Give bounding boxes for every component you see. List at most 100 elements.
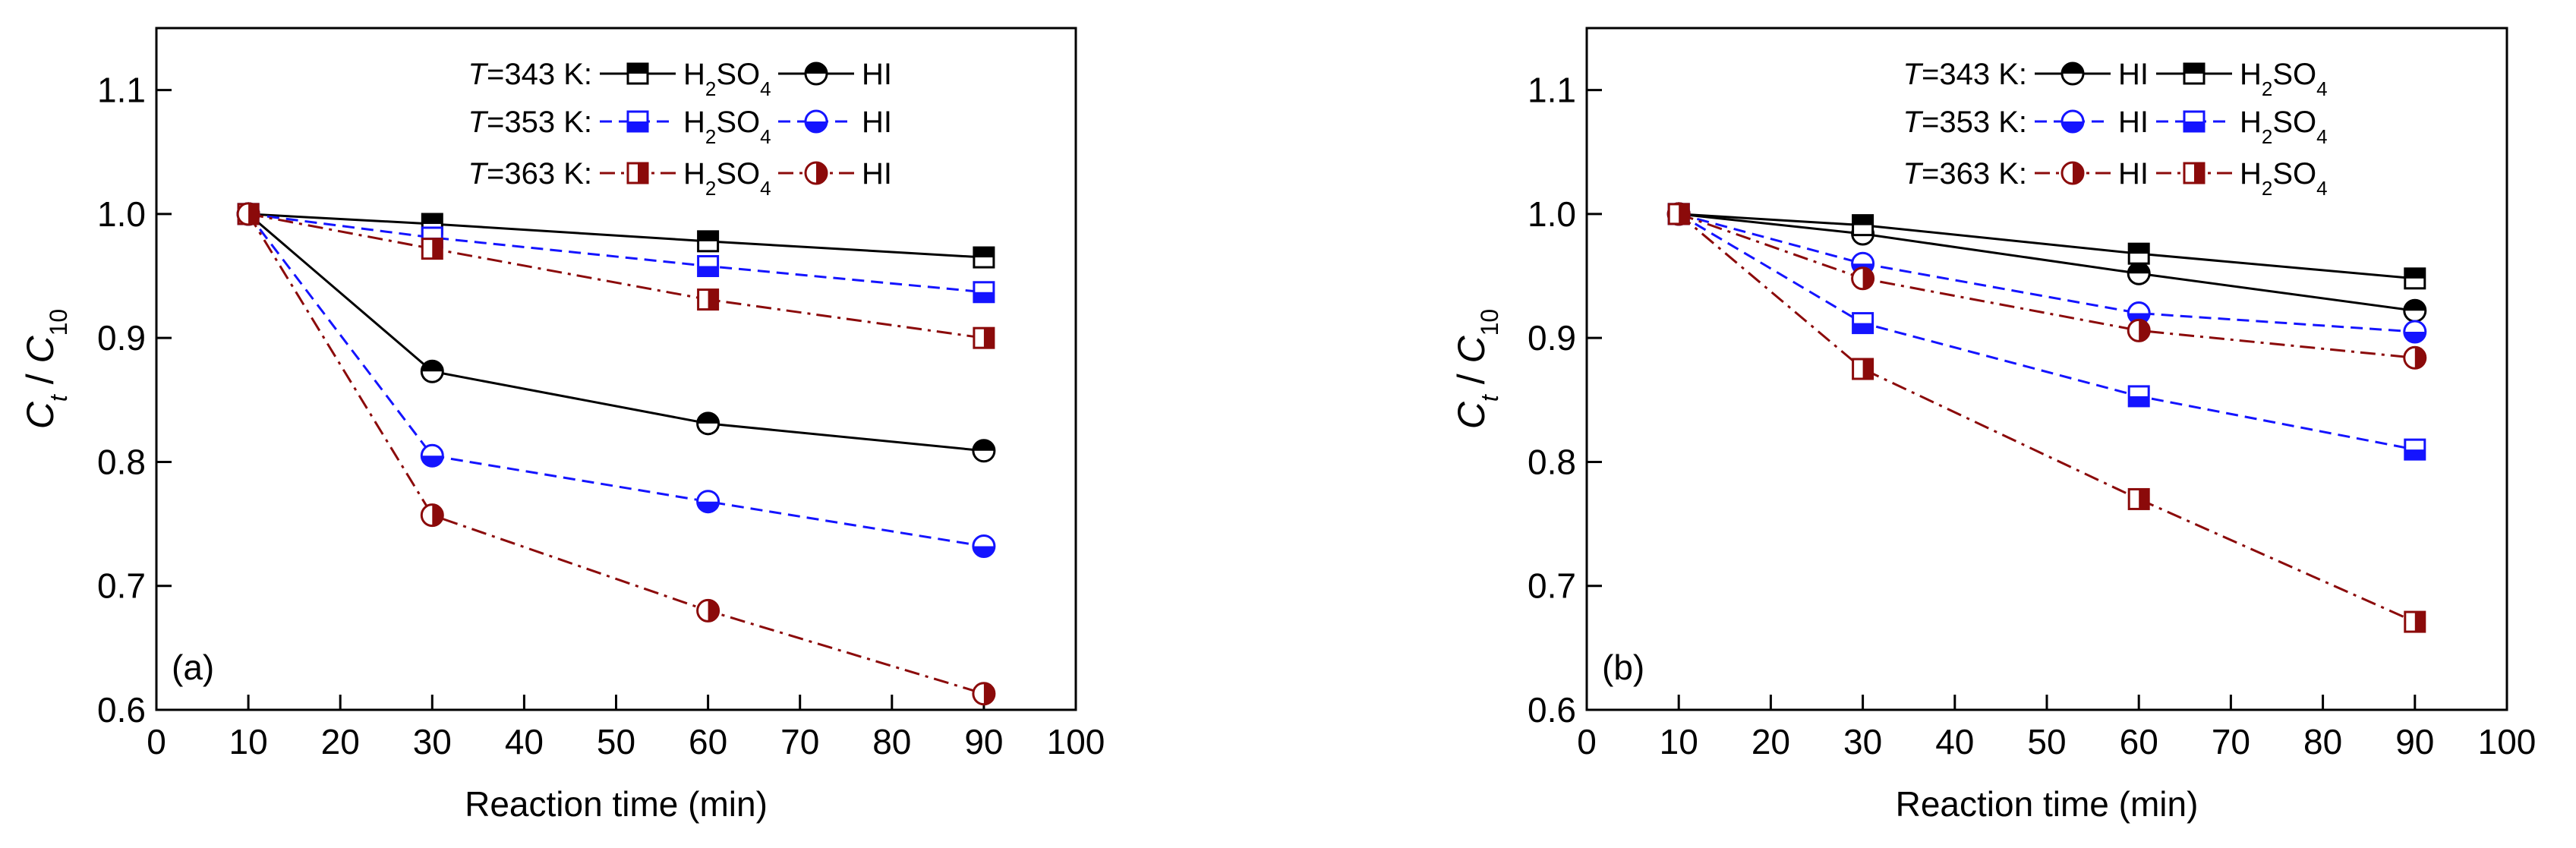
legend-temp: =343 K: bbox=[487, 58, 592, 91]
formula-part: 4 bbox=[760, 125, 771, 148]
series-h2so4-343 bbox=[237, 203, 995, 269]
legend-temp: =343 K: bbox=[1922, 58, 2027, 91]
marker-fill bbox=[2129, 396, 2149, 406]
x-tick-label: 20 bbox=[1751, 722, 1790, 761]
legend-temp-label: T=353 K: bbox=[468, 106, 592, 139]
formula-part: H bbox=[683, 106, 705, 139]
marker-fill bbox=[421, 456, 443, 467]
formula-part: 2 bbox=[705, 77, 716, 100]
marker-fill bbox=[432, 504, 443, 526]
marker-fill bbox=[973, 292, 994, 302]
plot-frame bbox=[155, 27, 1077, 711]
marker-fill bbox=[1862, 359, 1873, 379]
legend-temp-label: T=353 K: bbox=[1903, 106, 2027, 139]
y-label-part: / bbox=[19, 364, 61, 396]
legend-series-label: H2SO4 bbox=[683, 106, 771, 148]
series-hi-343 bbox=[236, 202, 996, 463]
marker-fill bbox=[2404, 449, 2425, 460]
series-line bbox=[1678, 213, 2416, 451]
x-axis-label: Reaction time (min) bbox=[1896, 784, 2199, 824]
legend-temp: =363 K: bbox=[487, 157, 592, 191]
marker-fill bbox=[697, 412, 719, 424]
x-tick-label: 100 bbox=[1047, 722, 1105, 761]
x-tick-label: 20 bbox=[321, 722, 360, 761]
legend-series-label: HI bbox=[862, 157, 892, 191]
series-line bbox=[1678, 213, 2416, 623]
legend-T: T bbox=[468, 106, 489, 139]
marker-fill bbox=[983, 682, 995, 705]
series-h2so4-353 bbox=[1667, 203, 2426, 461]
x-tick-label: 90 bbox=[2395, 722, 2434, 761]
y-axis-label: Ct / C10 bbox=[1450, 309, 1503, 429]
formula-part: 2 bbox=[2262, 177, 2272, 200]
formula-part: 2 bbox=[705, 125, 716, 148]
series-line bbox=[1679, 213, 2415, 280]
panel-label: (b) bbox=[1602, 648, 1644, 687]
legend-series-label: H2SO4 bbox=[683, 157, 771, 200]
formula-part: HI bbox=[2118, 106, 2149, 139]
marker-fill bbox=[2184, 121, 2204, 131]
legend-temp-label: T=363 K: bbox=[1903, 157, 2027, 191]
marker-fill bbox=[1852, 323, 1873, 333]
legend-temp: =353 K: bbox=[487, 106, 592, 139]
legend-series-label: H2SO4 bbox=[2240, 106, 2328, 148]
x-tick-label: 50 bbox=[597, 722, 635, 761]
x-tick-label: 70 bbox=[780, 722, 819, 761]
marker-fill bbox=[698, 266, 718, 276]
formula-part: HI bbox=[862, 58, 892, 91]
y-tick-label: 0.9 bbox=[1528, 318, 1576, 358]
y-label-part: / bbox=[1450, 364, 1493, 396]
marker-fill bbox=[628, 121, 648, 131]
marker-fill bbox=[2414, 612, 2425, 632]
plot-frame bbox=[1585, 27, 2508, 711]
series-line bbox=[248, 213, 985, 339]
series-line bbox=[248, 213, 985, 294]
y-tick-label: 1.1 bbox=[1528, 71, 1576, 110]
series-hi-363 bbox=[1666, 202, 2427, 370]
formula-part: 2 bbox=[2262, 77, 2272, 100]
marker-fill bbox=[806, 121, 827, 132]
y-axis-label: Ct / C10 bbox=[19, 309, 72, 429]
marker-fill bbox=[708, 600, 719, 622]
x-tick-label: 60 bbox=[2120, 722, 2158, 761]
legend-series-label: H2SO4 bbox=[683, 58, 771, 100]
marker-fill bbox=[698, 231, 718, 241]
formula-part: 4 bbox=[2316, 77, 2327, 100]
formula-part: SO bbox=[716, 106, 760, 139]
x-tick-label: 40 bbox=[1935, 722, 1974, 761]
x-tick-label: 100 bbox=[2478, 722, 2537, 761]
legend-series-label: HI bbox=[2118, 157, 2149, 191]
y-tick-label: 1.1 bbox=[97, 71, 146, 110]
chart-panel-a: 0 10 20 30 40 50 60 70 80 90 100 0.6 0.7 0.8 0.9 1.0 1.1… bbox=[19, 27, 1105, 824]
marker-fill bbox=[1862, 267, 1874, 289]
legend-row: T=343 K: HI H2SO4 bbox=[1903, 58, 2328, 100]
x-tick-label: 10 bbox=[1660, 722, 1698, 761]
marker-fill bbox=[2073, 162, 2083, 184]
legend-series-label: HI bbox=[2118, 58, 2149, 91]
formula-part: H bbox=[2240, 106, 2262, 139]
marker-fill bbox=[1679, 203, 1689, 224]
legend-temp-label: T=363 K: bbox=[468, 157, 592, 191]
x-axis-label: Reaction time (min) bbox=[465, 784, 768, 824]
marker-fill bbox=[708, 289, 718, 310]
x-tick-label: 50 bbox=[2027, 722, 2066, 761]
marker-fill bbox=[2414, 347, 2426, 369]
y-tick-label: 0.8 bbox=[1528, 442, 1576, 481]
formula-part: H bbox=[683, 157, 705, 191]
y-tick-label: 0.7 bbox=[1528, 566, 1576, 606]
marker-fill bbox=[2184, 64, 2204, 74]
y-label-part: 10 bbox=[45, 309, 72, 336]
marker-fill bbox=[2404, 268, 2425, 279]
x-tick-label: 40 bbox=[505, 722, 544, 761]
y-label-part: C bbox=[19, 336, 61, 364]
marker-fill bbox=[2062, 121, 2083, 132]
formula-part: SO bbox=[716, 58, 760, 91]
formula-part: 2 bbox=[2262, 125, 2272, 148]
formula-part: HI bbox=[862, 157, 892, 191]
y-label-part: C bbox=[1450, 336, 1493, 364]
y-label-part: C bbox=[19, 401, 61, 429]
formula-part: HI bbox=[862, 106, 892, 139]
marker-fill bbox=[2404, 300, 2426, 311]
formula-part: SO bbox=[2272, 106, 2316, 139]
series-h2so4-363 bbox=[1667, 203, 2426, 633]
